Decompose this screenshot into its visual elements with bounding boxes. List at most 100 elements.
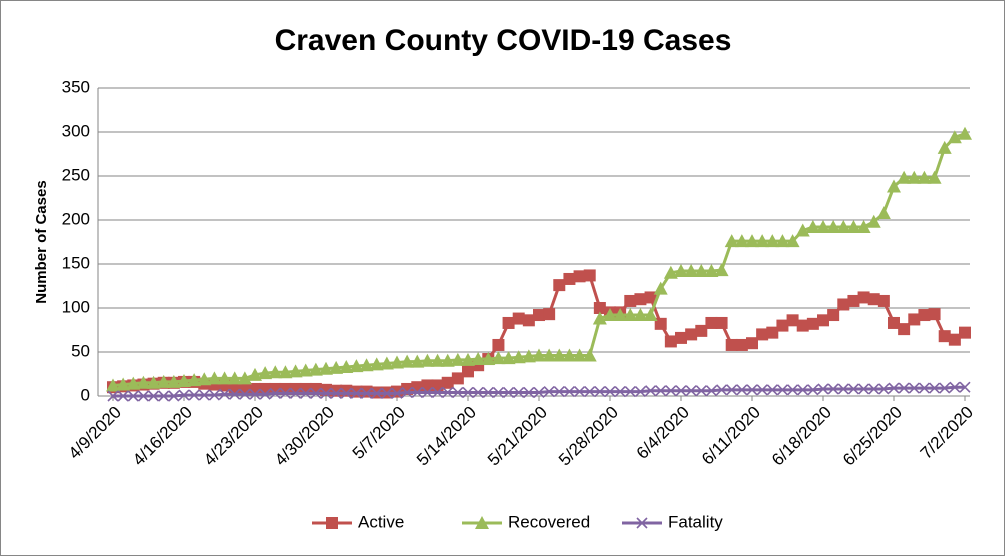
marker bbox=[816, 220, 830, 234]
marker bbox=[623, 308, 638, 322]
marker bbox=[400, 354, 415, 368]
marker bbox=[634, 293, 647, 306]
y-tick-label: 250 bbox=[62, 165, 90, 184]
marker bbox=[187, 373, 202, 387]
marker bbox=[837, 383, 849, 395]
marker bbox=[876, 205, 891, 219]
marker bbox=[481, 352, 496, 366]
marker bbox=[897, 170, 912, 184]
marker bbox=[156, 374, 171, 388]
marker bbox=[543, 308, 556, 321]
marker bbox=[217, 371, 232, 385]
marker bbox=[937, 140, 952, 154]
marker bbox=[451, 372, 464, 385]
marker bbox=[959, 326, 971, 339]
marker bbox=[532, 348, 546, 362]
marker bbox=[634, 386, 646, 398]
marker bbox=[553, 386, 565, 398]
marker bbox=[462, 365, 474, 378]
marker bbox=[278, 365, 293, 379]
marker bbox=[158, 390, 170, 402]
marker bbox=[106, 378, 120, 392]
marker bbox=[258, 366, 273, 380]
marker bbox=[239, 388, 251, 400]
marker bbox=[492, 338, 505, 351]
marker bbox=[856, 220, 871, 234]
marker bbox=[847, 294, 860, 307]
marker bbox=[471, 352, 486, 366]
marker bbox=[939, 382, 951, 394]
marker bbox=[918, 382, 930, 394]
marker bbox=[593, 302, 606, 314]
marker bbox=[695, 324, 708, 337]
marker bbox=[908, 313, 921, 326]
marker bbox=[887, 179, 901, 193]
marker bbox=[330, 387, 342, 399]
marker bbox=[787, 384, 799, 396]
marker bbox=[511, 350, 526, 364]
marker bbox=[391, 387, 403, 399]
marker bbox=[959, 381, 971, 393]
marker bbox=[117, 390, 129, 402]
chart-title: Craven County COVID-19 Cases bbox=[275, 24, 732, 57]
marker bbox=[746, 337, 758, 350]
marker bbox=[594, 386, 606, 398]
marker bbox=[288, 364, 303, 378]
marker bbox=[836, 220, 851, 234]
marker bbox=[795, 223, 810, 237]
marker bbox=[633, 308, 648, 322]
marker bbox=[644, 291, 657, 304]
marker bbox=[888, 382, 900, 394]
marker bbox=[229, 388, 241, 400]
marker bbox=[207, 371, 222, 385]
marker bbox=[308, 362, 323, 376]
marker bbox=[858, 383, 870, 395]
marker bbox=[452, 386, 464, 399]
marker bbox=[521, 349, 536, 363]
marker bbox=[552, 348, 567, 362]
y-tick-label: 50 bbox=[71, 341, 90, 360]
y-tick-label: 0 bbox=[81, 385, 90, 404]
marker bbox=[878, 383, 890, 395]
marker bbox=[775, 234, 790, 248]
marker bbox=[827, 309, 840, 322]
y-tick-label: 200 bbox=[62, 209, 90, 228]
y-tick-label: 150 bbox=[62, 253, 90, 272]
marker bbox=[735, 338, 748, 351]
marker bbox=[785, 234, 800, 248]
marker bbox=[592, 311, 607, 325]
marker bbox=[898, 323, 911, 336]
marker bbox=[198, 389, 210, 401]
marker bbox=[462, 386, 474, 399]
marker bbox=[381, 387, 393, 399]
marker bbox=[268, 365, 283, 379]
marker bbox=[655, 385, 667, 397]
marker bbox=[300, 387, 312, 399]
marker bbox=[674, 264, 688, 278]
marker bbox=[898, 382, 910, 394]
marker bbox=[888, 316, 900, 329]
marker bbox=[361, 387, 373, 399]
marker bbox=[846, 220, 861, 234]
marker bbox=[908, 382, 920, 394]
marker bbox=[653, 281, 668, 295]
marker bbox=[796, 319, 809, 332]
marker bbox=[574, 386, 586, 398]
marker bbox=[503, 386, 515, 399]
marker bbox=[512, 312, 525, 325]
marker bbox=[704, 264, 719, 278]
marker bbox=[685, 385, 697, 397]
marker bbox=[208, 389, 220, 401]
series bbox=[107, 381, 971, 402]
marker bbox=[320, 387, 332, 399]
marker bbox=[866, 214, 881, 228]
marker bbox=[442, 386, 454, 399]
marker bbox=[359, 358, 374, 372]
marker bbox=[177, 374, 191, 388]
marker bbox=[938, 330, 951, 343]
marker bbox=[441, 376, 454, 389]
marker bbox=[837, 298, 850, 311]
marker bbox=[877, 294, 890, 307]
y-tick-label: 300 bbox=[62, 121, 90, 140]
